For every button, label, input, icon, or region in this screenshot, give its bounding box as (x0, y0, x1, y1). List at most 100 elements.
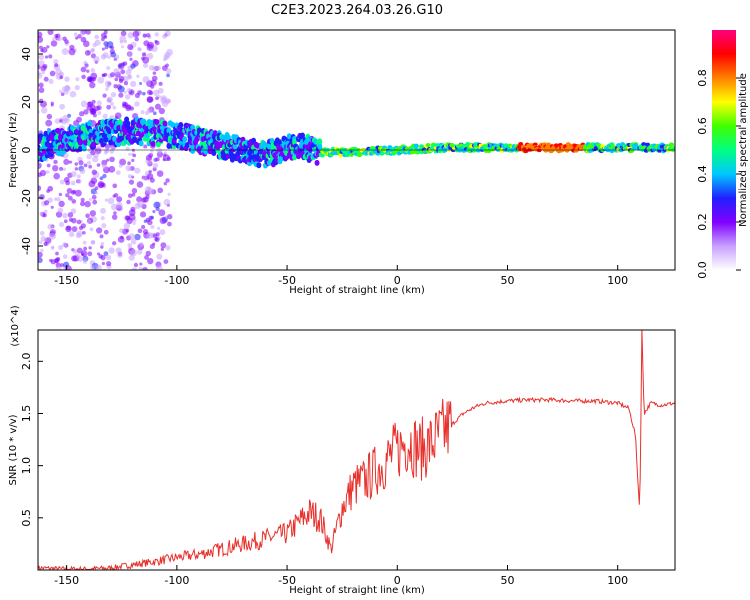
spectrogram-noise-point (167, 192, 171, 196)
spectrogram-noise-point (70, 180, 76, 186)
spectrogram-noise-point (62, 167, 66, 171)
spectrogram-noise-point (131, 188, 138, 194)
spectrogram-noise-point (115, 247, 122, 254)
spectrogram-noise-point (99, 234, 104, 239)
spectrogram-noise-point (86, 69, 90, 73)
spectrogram-noise-point (166, 48, 173, 56)
spectrogram-trace-point (87, 120, 93, 127)
spectrogram-noise-point (139, 242, 144, 247)
spectrogram-noise-point (54, 118, 61, 124)
spectrogram-noise-point (163, 198, 171, 206)
spectrogram-noise-point (120, 45, 124, 49)
spectrogram-noise-point (57, 207, 64, 214)
spectrogram-noise-point (86, 160, 92, 165)
spectrogram-noise-point (142, 52, 147, 57)
spectrogram-noise-point (134, 101, 140, 107)
snr-y-ticks: 0.5 1.0 1.5 2.0 (20, 353, 43, 527)
spectrogram-noise-point (166, 156, 171, 161)
spectrogram-noise-point (157, 187, 164, 194)
spectrogram-trace-point (387, 145, 393, 150)
snr-x-tick-label: -100 (164, 574, 189, 587)
spectrogram-noise-point (105, 87, 109, 91)
spectrogram-noise-point (162, 158, 166, 162)
spectrogram-noise-point (156, 147, 163, 154)
spectrogram-noise-point (46, 163, 51, 168)
spectrogram-noise-point (139, 262, 143, 266)
spectrogram-noise-point (49, 232, 56, 240)
spectrogram-noise-point (39, 194, 45, 200)
spectrogram-noise-point (38, 60, 45, 67)
spectrogram-noise-point (166, 73, 170, 78)
spectrogram-noise-point (90, 177, 98, 185)
spectrogram-noise-point (101, 73, 105, 77)
spectrogram-noise-point (59, 90, 63, 94)
spectrogram-trace-point (668, 142, 674, 147)
spectrogram-noise-point (78, 160, 84, 166)
spectrogram-noise-point (167, 221, 172, 227)
spectrogram-noise-point (144, 186, 152, 193)
snr-x-tick-label: -150 (54, 574, 79, 587)
spectrogram-noise-point (80, 100, 88, 108)
spectrogram-noise-point (58, 200, 65, 208)
spectrogram-noise-point (88, 198, 92, 202)
spectrogram-noise-point (150, 224, 155, 229)
spectrogram-noise-point (77, 34, 82, 39)
spectrogram-noise-point (60, 92, 65, 97)
spectrogram-noise-point (42, 213, 47, 218)
spectrogram-noise-point (66, 187, 73, 194)
spectrogram-noise-point (97, 180, 105, 188)
spectrogram-noise-point (54, 33, 59, 38)
spectrogram-noise-point (59, 179, 65, 185)
spectrogram-noise-point (50, 246, 55, 250)
spectrogram-noise-point (45, 170, 50, 174)
spectrogram-noise-point (90, 68, 96, 73)
spectrogram-noise-point (58, 192, 63, 197)
spectrogram-noise-point (68, 160, 73, 164)
spectrogram-noise-point (39, 230, 45, 236)
spectrogram-noise-point (134, 167, 141, 174)
spectrogram-noise-point (97, 110, 102, 116)
spectrogram-noise-point (83, 109, 89, 115)
spectrogram-noise-point (140, 110, 145, 115)
spectrogram-noise-point (127, 193, 133, 199)
spectrogram-noise-point (155, 96, 159, 101)
spectrogram-noise-point (58, 245, 64, 250)
spectrogram-noise-point (132, 30, 140, 38)
spectrogram-noise-point (45, 119, 53, 127)
spectrogram-noise-point (104, 45, 109, 50)
spectrogram-trace-point (154, 119, 160, 126)
snr-x-tick-label: 50 (500, 574, 514, 587)
spectrogram-noise-point (158, 107, 166, 115)
spectrogram-noise-point (72, 249, 78, 254)
spectrogram-noise-point (61, 48, 69, 56)
spectrogram-noise-point (159, 229, 166, 236)
spectrogram-noise-point (94, 34, 100, 40)
spectrogram-noise-point (38, 82, 44, 88)
spectrogram-noise-point (110, 91, 117, 98)
spectrogram-noise-point (103, 251, 109, 257)
spectrogram-noise-point (38, 64, 41, 70)
spectrogram-noise-point (163, 259, 169, 265)
spectrogram-noise-point (101, 163, 107, 169)
spectrogram-noise-point (86, 153, 92, 160)
spectrogram-noise-point (165, 68, 172, 74)
spectrogram-noise-point (106, 97, 112, 103)
spectrogram-noise-point (152, 71, 157, 75)
spectrogram-noise-point (142, 229, 149, 235)
colorbar-tick-label: 0.8 (696, 69, 709, 87)
spectrogram-noise-point (136, 249, 143, 255)
spectrogram-noise-point (80, 250, 88, 257)
spectrogram-noise-point (147, 257, 154, 265)
colorbar-ticks: 0.0 0.2 0.4 0.6 0.8 (696, 69, 741, 279)
spectrogram-noise-point (128, 179, 135, 185)
spectrogram-noise-point (83, 40, 90, 48)
spectrogram-trace-point (106, 128, 112, 135)
spectrogram-trace-point (532, 142, 538, 147)
spectrogram-noise-point (162, 33, 167, 39)
spectrogram-noise-point (88, 164, 93, 169)
spectrogram-noise-point (148, 152, 154, 158)
spectrogram-noise-point (167, 214, 173, 220)
spectrogram-noise-point (38, 36, 44, 43)
spectrogram-noise-point (119, 40, 124, 44)
spectrogram-noise-point (120, 69, 126, 75)
